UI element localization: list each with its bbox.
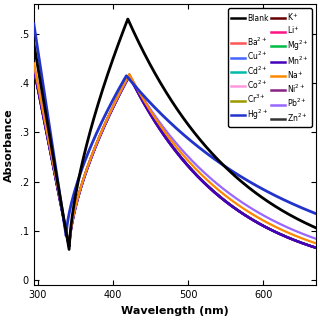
Legend: Blank, , Ba$^{2+}$, Cu$^{2+}$, Cd$^{2+}$, Co$^{2+}$, Cr$^{3+}$, Hg$^{2+}$, K$^{+: Blank, , Ba$^{2+}$, Cu$^{2+}$, Cd$^{2+}$… [228, 8, 312, 127]
Y-axis label: Absorbance: Absorbance [4, 108, 14, 182]
X-axis label: Wavelength (nm): Wavelength (nm) [121, 306, 229, 316]
